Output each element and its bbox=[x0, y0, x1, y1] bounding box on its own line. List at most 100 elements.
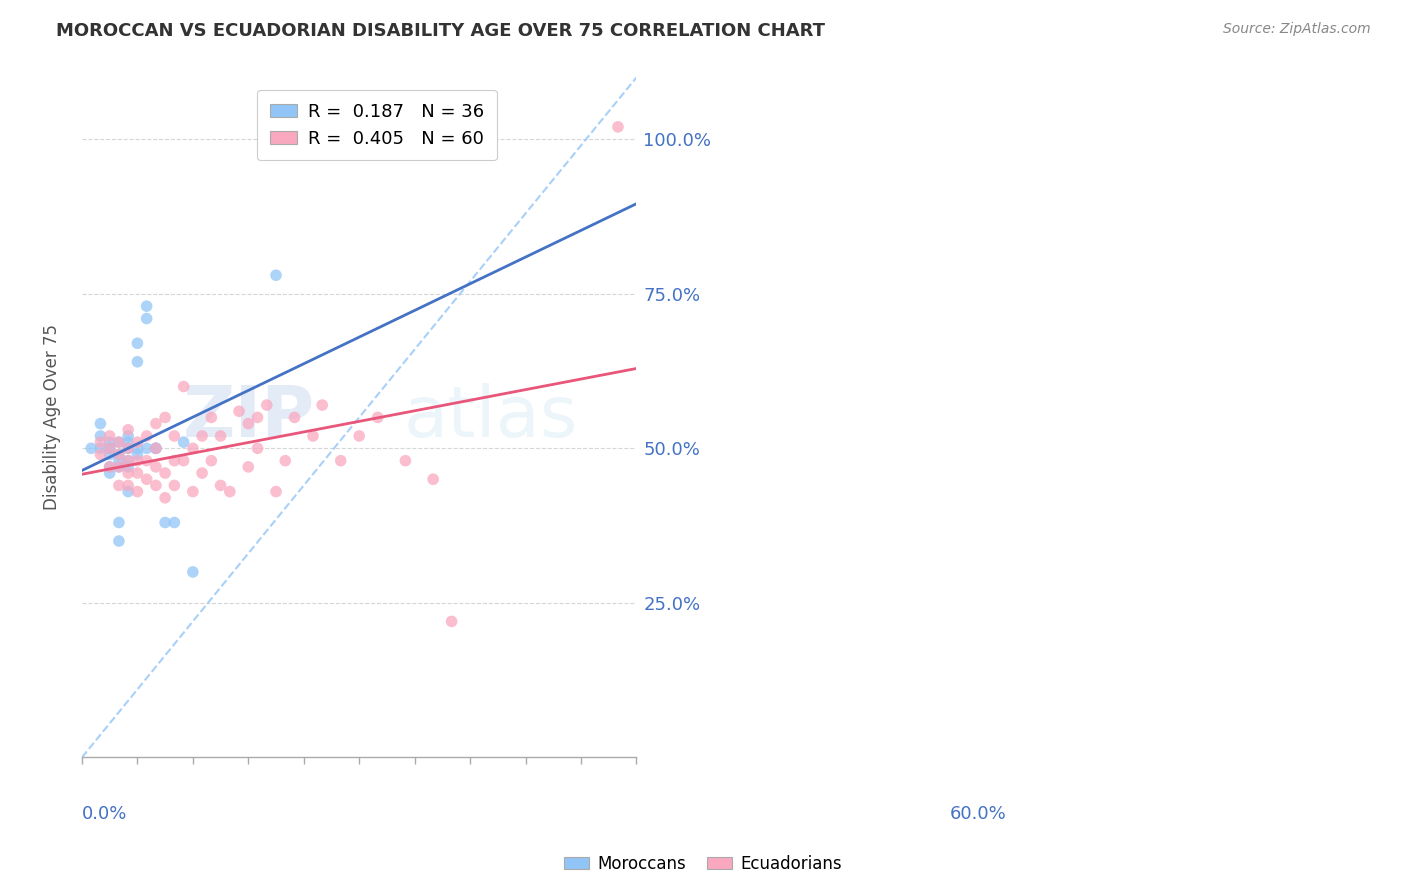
Point bbox=[145, 417, 167, 431]
Point bbox=[191, 429, 214, 443]
Point bbox=[607, 120, 630, 134]
Point bbox=[108, 534, 131, 549]
Point bbox=[108, 435, 131, 450]
Point bbox=[135, 299, 157, 313]
Point bbox=[108, 448, 131, 462]
Point bbox=[98, 459, 121, 474]
Point bbox=[173, 435, 195, 450]
Point bbox=[98, 429, 121, 443]
Point bbox=[238, 417, 260, 431]
Point bbox=[117, 478, 139, 492]
Point bbox=[108, 448, 131, 462]
Point bbox=[329, 453, 352, 467]
Point bbox=[283, 410, 305, 425]
Text: 0.0%: 0.0% bbox=[82, 805, 128, 823]
Point bbox=[218, 484, 240, 499]
Point bbox=[117, 423, 139, 437]
Point bbox=[117, 466, 139, 480]
Point bbox=[135, 429, 157, 443]
Point bbox=[98, 442, 121, 456]
Text: 60.0%: 60.0% bbox=[949, 805, 1007, 823]
Point bbox=[98, 448, 121, 462]
Legend: Moroccans, Ecuadorians: Moroccans, Ecuadorians bbox=[558, 848, 848, 880]
Point bbox=[135, 311, 157, 326]
Text: MOROCCAN VS ECUADORIAN DISABILITY AGE OVER 75 CORRELATION CHART: MOROCCAN VS ECUADORIAN DISABILITY AGE OV… bbox=[56, 22, 825, 40]
Point bbox=[98, 442, 121, 456]
Point bbox=[422, 472, 444, 486]
Point bbox=[127, 484, 149, 499]
Point bbox=[145, 478, 167, 492]
Point bbox=[117, 429, 139, 443]
Point bbox=[256, 398, 278, 412]
Point bbox=[209, 429, 232, 443]
Point bbox=[264, 268, 287, 283]
Point bbox=[153, 410, 176, 425]
Point bbox=[89, 435, 111, 450]
Point bbox=[117, 459, 139, 474]
Point bbox=[347, 429, 370, 443]
Point bbox=[117, 442, 139, 456]
Point bbox=[173, 379, 195, 393]
Point bbox=[108, 478, 131, 492]
Point bbox=[163, 429, 186, 443]
Point bbox=[98, 466, 121, 480]
Point bbox=[89, 442, 111, 456]
Point bbox=[200, 410, 222, 425]
Point bbox=[108, 435, 131, 450]
Point bbox=[311, 398, 333, 412]
Legend: R =  0.187   N = 36, R =  0.405   N = 60: R = 0.187 N = 36, R = 0.405 N = 60 bbox=[257, 90, 496, 161]
Point bbox=[163, 453, 186, 467]
Point bbox=[163, 516, 186, 530]
Point bbox=[108, 459, 131, 474]
Point bbox=[108, 453, 131, 467]
Point bbox=[127, 355, 149, 369]
Point bbox=[145, 442, 167, 456]
Point bbox=[117, 484, 139, 499]
Point bbox=[246, 442, 269, 456]
Point bbox=[264, 484, 287, 499]
Y-axis label: Disability Age Over 75: Disability Age Over 75 bbox=[44, 325, 60, 510]
Point bbox=[181, 484, 204, 499]
Point bbox=[135, 472, 157, 486]
Point bbox=[108, 459, 131, 474]
Point bbox=[145, 459, 167, 474]
Point bbox=[117, 453, 139, 467]
Point bbox=[246, 410, 269, 425]
Point bbox=[153, 516, 176, 530]
Text: atlas: atlas bbox=[404, 383, 578, 452]
Point bbox=[80, 442, 103, 456]
Point bbox=[209, 478, 232, 492]
Point bbox=[98, 442, 121, 456]
Point bbox=[394, 453, 416, 467]
Point bbox=[200, 453, 222, 467]
Point bbox=[145, 442, 167, 456]
Point bbox=[302, 429, 325, 443]
Point bbox=[153, 466, 176, 480]
Point bbox=[367, 410, 389, 425]
Text: ZIP: ZIP bbox=[183, 383, 315, 452]
Point bbox=[89, 429, 111, 443]
Point bbox=[127, 435, 149, 450]
Point bbox=[163, 478, 186, 492]
Point bbox=[127, 466, 149, 480]
Point bbox=[117, 435, 139, 450]
Point bbox=[108, 516, 131, 530]
Point bbox=[89, 448, 111, 462]
Point bbox=[117, 453, 139, 467]
Point bbox=[153, 491, 176, 505]
Point bbox=[145, 442, 167, 456]
Point bbox=[440, 615, 463, 629]
Point bbox=[135, 442, 157, 456]
Point bbox=[135, 453, 157, 467]
Point bbox=[274, 453, 297, 467]
Point bbox=[173, 453, 195, 467]
Point bbox=[181, 442, 204, 456]
Point bbox=[238, 459, 260, 474]
Point bbox=[127, 442, 149, 456]
Point bbox=[127, 448, 149, 462]
Point bbox=[98, 459, 121, 474]
Point bbox=[191, 466, 214, 480]
Point bbox=[127, 336, 149, 351]
Point bbox=[89, 417, 111, 431]
Point bbox=[117, 442, 139, 456]
